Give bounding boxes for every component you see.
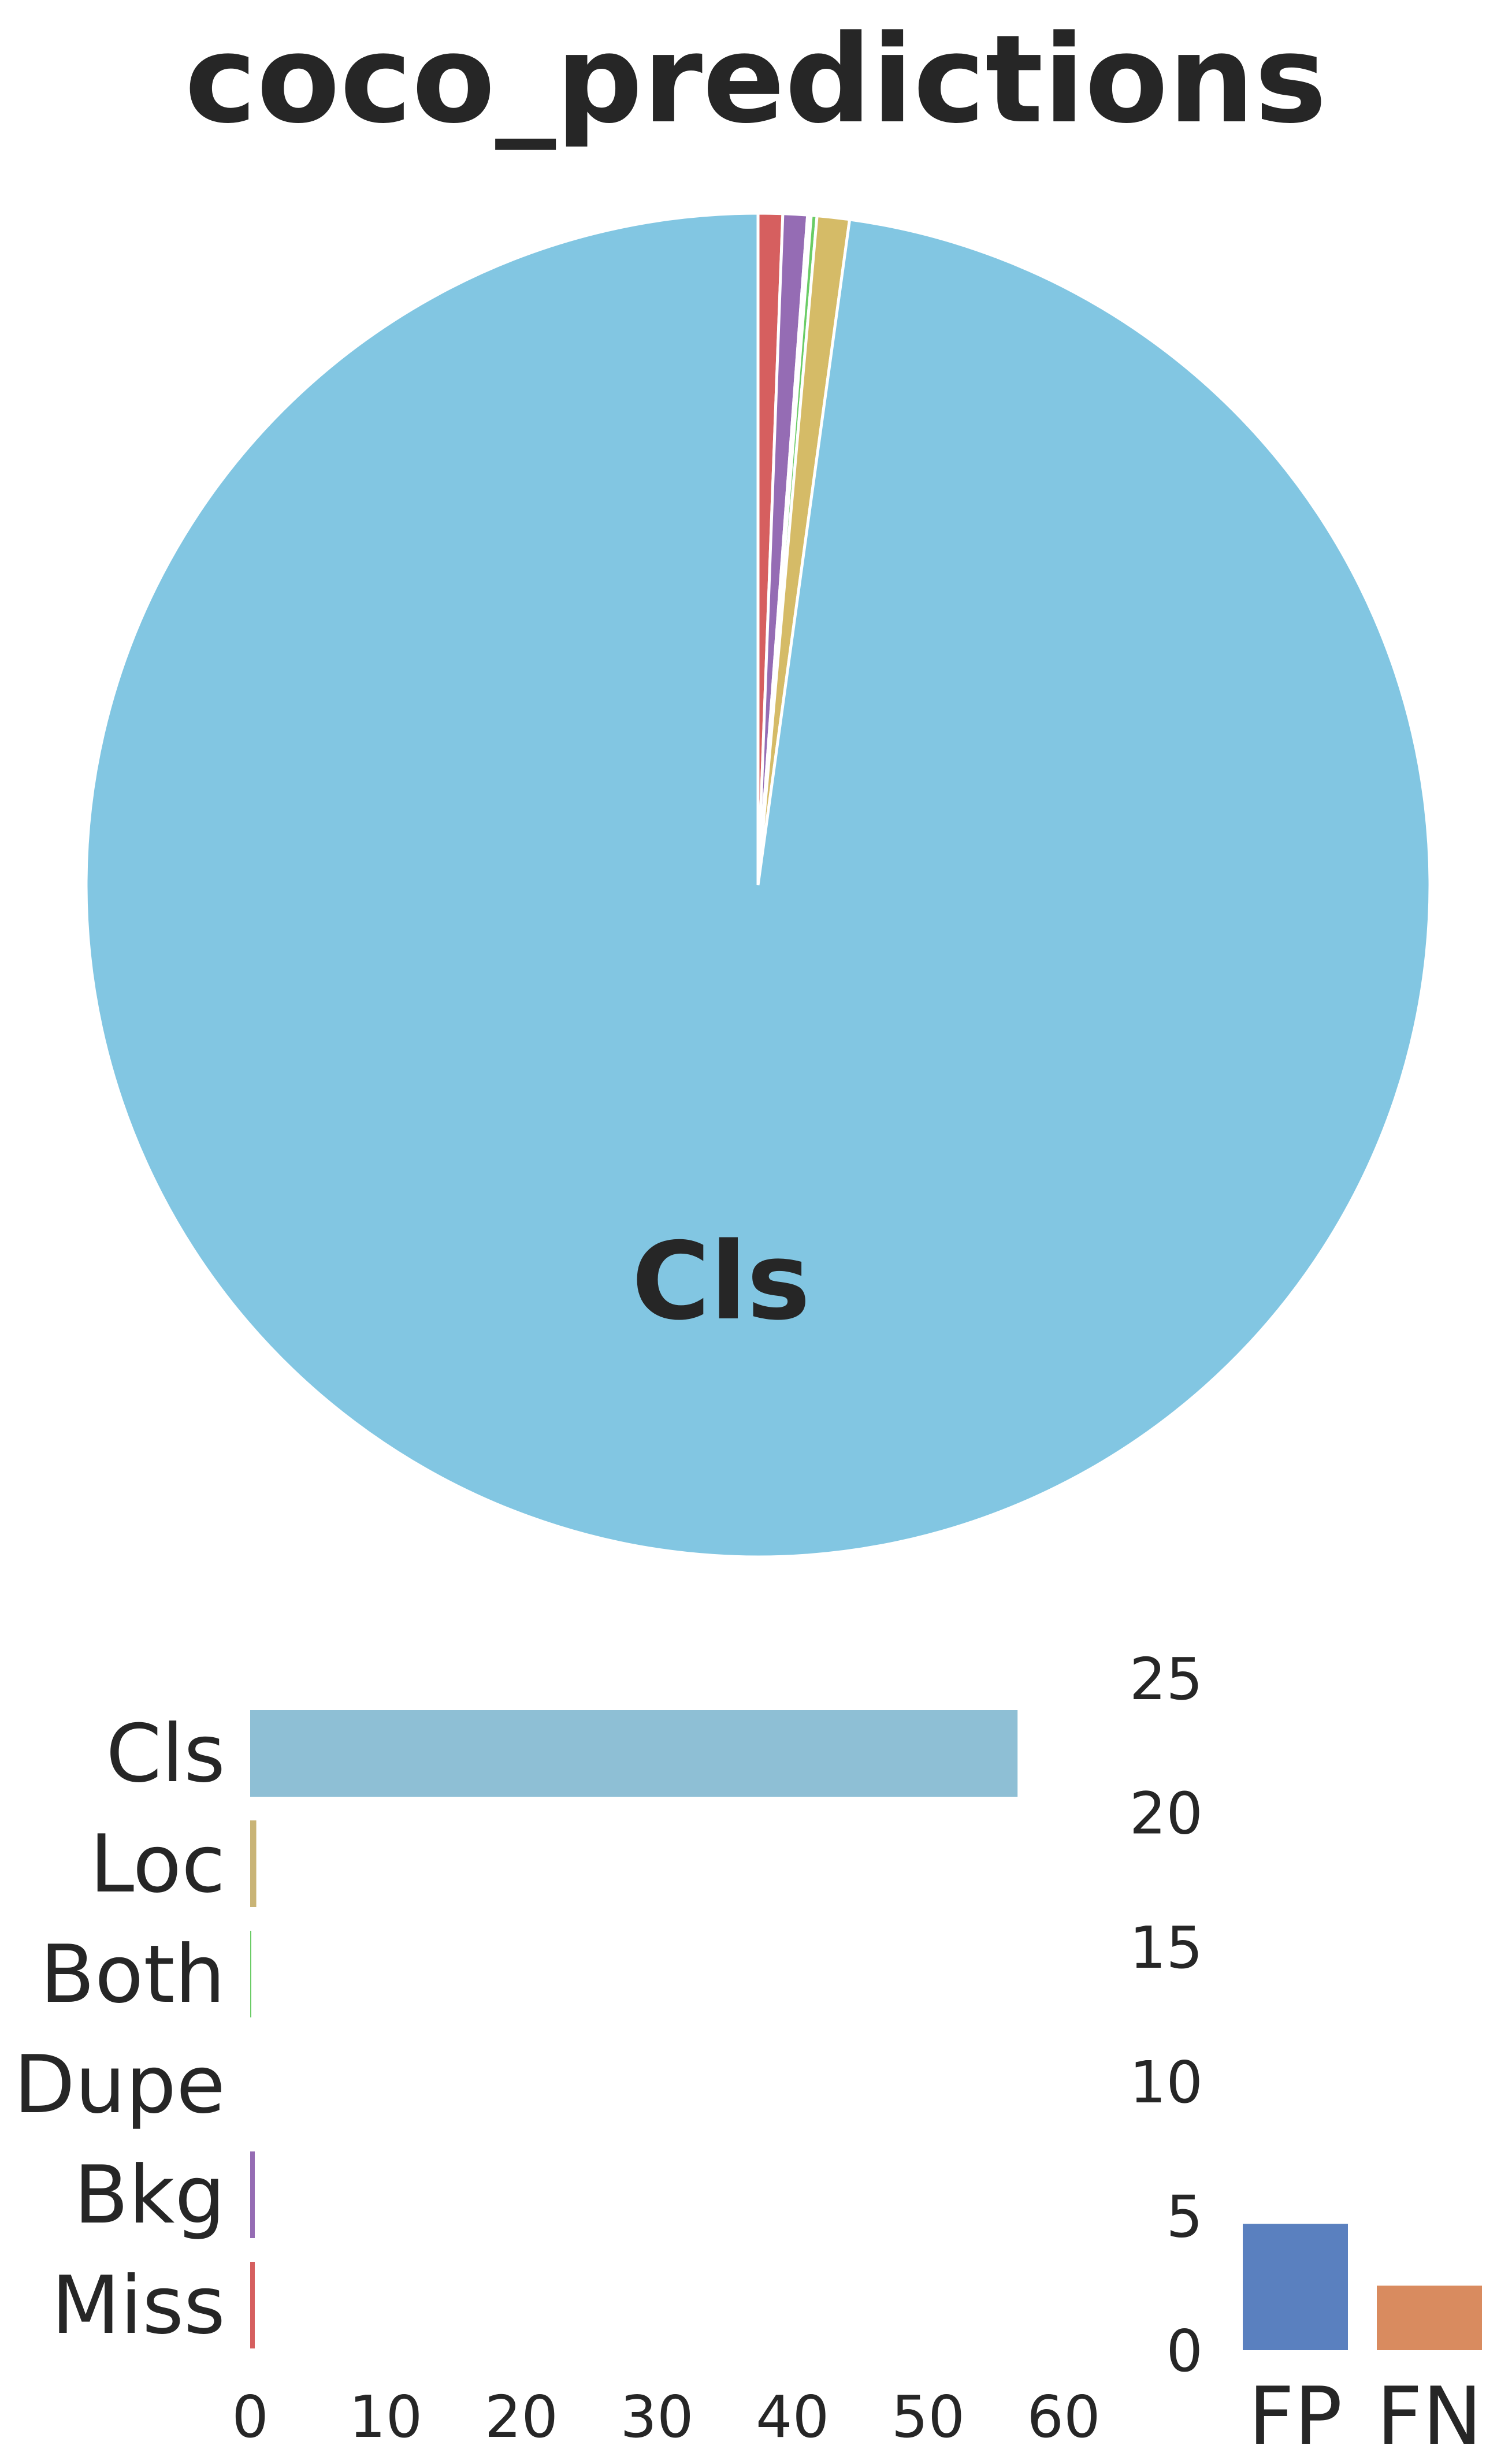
x-tick-label: 10 bbox=[349, 2383, 422, 2451]
category-label-miss: Miss bbox=[51, 2259, 225, 2352]
bar-bkg bbox=[250, 2151, 255, 2238]
category-label-cls: Cls bbox=[106, 1707, 225, 1800]
category-label-both: Both bbox=[40, 1928, 225, 2021]
chart-title: coco_predictions bbox=[185, 9, 1327, 150]
pie-slice-label: Cls bbox=[631, 1219, 810, 1344]
bar-loc bbox=[250, 1820, 257, 1907]
x-tick-label: 30 bbox=[620, 2383, 693, 2451]
x-tick-label: 40 bbox=[756, 2383, 829, 2451]
y-tick-label: 25 bbox=[1130, 1645, 1203, 1713]
category-label-fp: FP bbox=[1249, 2370, 1343, 2463]
y-tick-label: 0 bbox=[1166, 2317, 1203, 2385]
category-label-dupe: Dupe bbox=[14, 2038, 225, 2131]
x-tick-label: 0 bbox=[232, 2383, 269, 2451]
pie-chart bbox=[84, 211, 1432, 1559]
bar-fn bbox=[1377, 2285, 1482, 2350]
bar-cls bbox=[250, 1710, 1018, 1797]
y-tick-label: 5 bbox=[1166, 2183, 1203, 2250]
bar-miss bbox=[250, 2262, 255, 2348]
bar-both bbox=[250, 1931, 251, 2017]
bar-fp bbox=[1243, 2224, 1348, 2350]
category-label-bkg: Bkg bbox=[74, 2149, 225, 2242]
y-tick-label: 10 bbox=[1130, 2049, 1203, 2116]
category-label-fn: FN bbox=[1377, 2370, 1483, 2463]
x-tick-label: 50 bbox=[891, 2383, 965, 2451]
fp-fn-bar-chart: 0 5 10 15 20 25 FP FN bbox=[1130, 1645, 1483, 2463]
y-tick-label: 20 bbox=[1130, 1780, 1203, 1848]
x-tick-label: 60 bbox=[1027, 2383, 1100, 2451]
pie-slice-cls bbox=[84, 211, 1432, 1559]
y-tick-label: 15 bbox=[1130, 1914, 1203, 1982]
category-label-loc: Loc bbox=[90, 1818, 225, 1911]
bar-dupe bbox=[250, 2041, 251, 2128]
x-tick-label: 20 bbox=[485, 2383, 558, 2451]
